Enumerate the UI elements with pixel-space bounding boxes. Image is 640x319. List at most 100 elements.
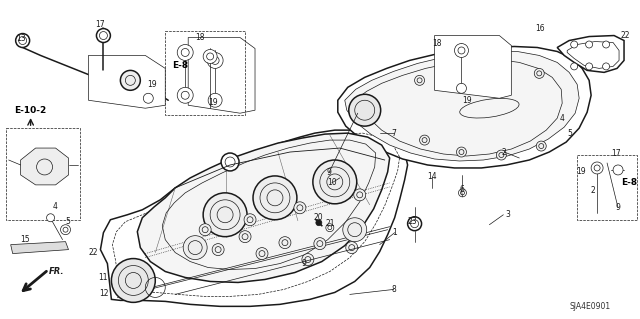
Circle shape: [497, 150, 506, 160]
Text: 19: 19: [577, 167, 586, 176]
Circle shape: [15, 33, 29, 48]
Text: 8: 8: [391, 285, 396, 294]
Circle shape: [279, 237, 291, 249]
Circle shape: [326, 224, 334, 232]
Circle shape: [111, 259, 156, 302]
Text: 4: 4: [53, 202, 58, 211]
Text: 9: 9: [326, 168, 332, 177]
Circle shape: [454, 65, 465, 75]
Polygon shape: [11, 241, 68, 254]
Circle shape: [256, 248, 268, 260]
Text: 7: 7: [391, 129, 396, 137]
Polygon shape: [20, 148, 68, 185]
Circle shape: [221, 153, 239, 171]
Polygon shape: [557, 35, 624, 72]
Text: 16: 16: [536, 24, 545, 33]
Circle shape: [408, 217, 422, 231]
Circle shape: [294, 202, 306, 214]
Circle shape: [456, 83, 467, 93]
Text: 14: 14: [427, 173, 436, 182]
Circle shape: [302, 254, 314, 265]
Circle shape: [120, 70, 140, 90]
Text: 6: 6: [459, 185, 464, 194]
Text: 12: 12: [100, 289, 109, 298]
Circle shape: [354, 189, 365, 201]
Text: 22: 22: [620, 31, 630, 40]
Circle shape: [454, 43, 468, 57]
Text: E-8: E-8: [621, 178, 637, 187]
Circle shape: [177, 45, 193, 60]
Circle shape: [343, 218, 367, 241]
Circle shape: [586, 41, 593, 48]
Circle shape: [346, 241, 358, 254]
Polygon shape: [435, 35, 511, 98]
Text: 11: 11: [99, 273, 108, 282]
Circle shape: [143, 93, 154, 103]
Text: 17: 17: [95, 20, 105, 29]
Circle shape: [61, 225, 70, 235]
Text: 9: 9: [616, 203, 621, 212]
Circle shape: [536, 141, 547, 151]
Text: 5: 5: [568, 129, 573, 137]
Circle shape: [586, 63, 593, 70]
Circle shape: [603, 63, 609, 70]
Text: 22: 22: [89, 248, 98, 257]
Circle shape: [420, 135, 429, 145]
Text: 20: 20: [313, 213, 323, 222]
Text: 21: 21: [325, 219, 335, 228]
Text: 19: 19: [463, 96, 472, 105]
Text: 2: 2: [591, 186, 595, 195]
Circle shape: [208, 93, 222, 107]
Text: 23: 23: [408, 217, 417, 226]
Circle shape: [571, 63, 578, 70]
Circle shape: [253, 176, 297, 220]
Circle shape: [239, 231, 251, 243]
Circle shape: [591, 162, 603, 174]
Polygon shape: [100, 130, 408, 306]
Circle shape: [207, 52, 223, 68]
Text: 19: 19: [147, 80, 157, 89]
Text: 18: 18: [195, 33, 205, 42]
Circle shape: [244, 214, 256, 226]
Circle shape: [534, 68, 544, 78]
Text: 17: 17: [611, 149, 621, 158]
Text: 5: 5: [65, 217, 70, 226]
Circle shape: [494, 63, 504, 72]
Text: 9: 9: [301, 259, 307, 268]
Polygon shape: [345, 51, 579, 161]
Text: 2: 2: [502, 147, 507, 157]
Text: E-8: E-8: [172, 61, 188, 70]
Text: 4: 4: [560, 114, 564, 123]
Text: 3: 3: [505, 210, 510, 219]
Circle shape: [203, 193, 247, 237]
Circle shape: [314, 238, 326, 249]
Text: 15: 15: [20, 235, 29, 244]
Circle shape: [571, 41, 578, 48]
Circle shape: [603, 41, 609, 48]
Polygon shape: [338, 47, 591, 168]
Circle shape: [212, 244, 224, 256]
Text: SJA4E0901: SJA4E0901: [569, 302, 611, 311]
Circle shape: [613, 165, 623, 175]
Text: 18: 18: [432, 39, 442, 48]
Circle shape: [415, 75, 424, 85]
Polygon shape: [188, 38, 255, 113]
Circle shape: [458, 189, 467, 197]
Text: 13: 13: [16, 34, 26, 43]
Circle shape: [177, 87, 193, 103]
Circle shape: [313, 160, 356, 204]
Circle shape: [199, 224, 211, 236]
Text: 19: 19: [208, 98, 218, 107]
Text: 1: 1: [392, 228, 397, 237]
Circle shape: [183, 236, 207, 260]
Circle shape: [349, 94, 381, 126]
Polygon shape: [138, 133, 390, 282]
Circle shape: [203, 49, 217, 63]
Polygon shape: [88, 56, 165, 108]
Text: 10: 10: [327, 178, 337, 187]
Text: E-10-2: E-10-2: [15, 106, 47, 115]
Text: FR.: FR.: [49, 267, 64, 276]
Circle shape: [316, 220, 322, 226]
Circle shape: [47, 214, 54, 222]
Circle shape: [456, 147, 467, 157]
